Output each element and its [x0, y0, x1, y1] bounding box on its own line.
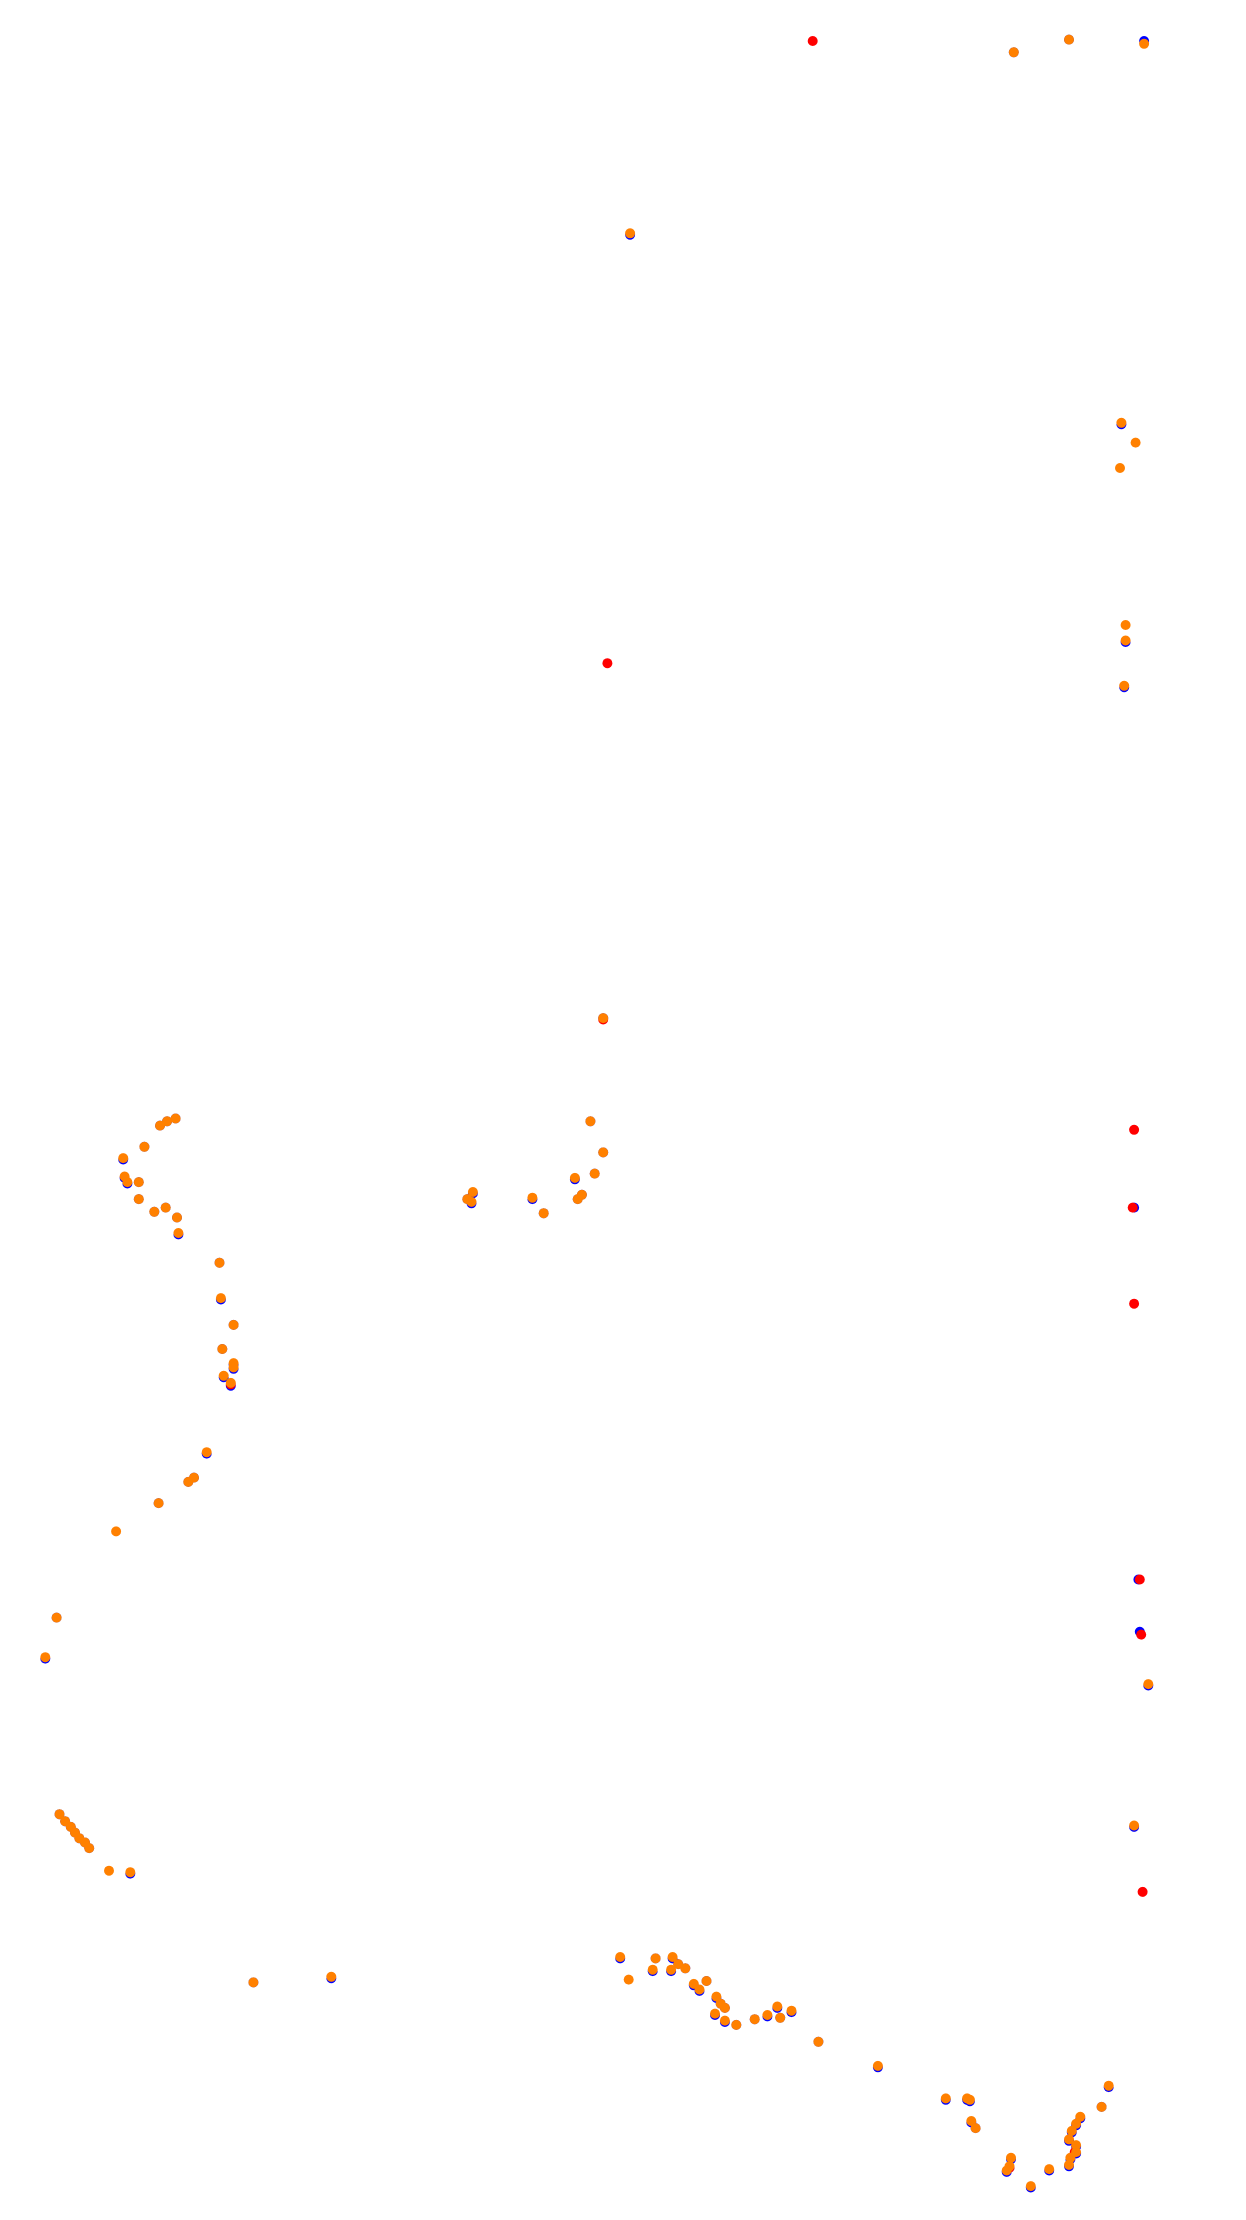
data-point — [775, 2012, 786, 2023]
data-point — [1120, 635, 1131, 646]
data-point — [1071, 2147, 1082, 2158]
data-point — [40, 1652, 51, 1663]
series-0 — [40, 34, 1154, 2193]
data-point — [54, 1809, 65, 1820]
data-point — [467, 1187, 478, 1197]
data-point — [701, 1976, 712, 1986]
data-point — [527, 1192, 538, 1203]
data-point — [217, 1344, 228, 1354]
data-point — [647, 1964, 658, 1975]
data-point — [731, 2019, 742, 2030]
series-1 — [225, 36, 1148, 2173]
data-point — [162, 1116, 173, 1127]
data-point — [964, 2094, 975, 2105]
data-point — [569, 1172, 580, 1183]
data-point — [173, 1228, 184, 1238]
data-point — [51, 1612, 62, 1623]
data-point — [466, 1196, 477, 1207]
data-point — [589, 1168, 600, 1179]
data-point — [813, 2036, 824, 2047]
data-point — [326, 1971, 337, 1982]
data-point — [1064, 2134, 1074, 2145]
data-point — [1075, 2111, 1086, 2122]
data-point — [122, 1177, 133, 1188]
data-point — [1130, 437, 1141, 448]
data-point — [104, 1865, 114, 1876]
data-point — [170, 1113, 181, 1124]
data-point — [940, 2093, 951, 2104]
data-point — [248, 1977, 259, 1988]
data-point — [667, 1952, 678, 1962]
data-point — [970, 2123, 981, 2134]
data-point — [225, 1377, 236, 1388]
data-point — [1116, 417, 1127, 428]
data-point — [585, 1116, 596, 1127]
data-point — [201, 1447, 212, 1458]
data-point — [133, 1194, 144, 1205]
data-point — [762, 2010, 773, 2020]
data-point — [172, 1212, 182, 1223]
series-2 — [40, 34, 1154, 2192]
data-point — [576, 1189, 587, 1200]
data-point — [1006, 2152, 1016, 2163]
data-point — [1137, 1886, 1148, 1897]
data-point — [719, 2002, 730, 2013]
data-point — [1025, 2181, 1036, 2192]
data-point — [807, 36, 818, 46]
data-point — [228, 1362, 239, 1373]
data-point — [749, 2014, 760, 2025]
data-point — [1134, 1574, 1145, 1585]
data-point — [772, 2001, 783, 2012]
data-point — [872, 2060, 883, 2071]
data-point — [625, 228, 636, 239]
data-point — [694, 1984, 705, 1995]
data-point — [1143, 1679, 1154, 1690]
data-point — [1119, 680, 1130, 691]
data-point — [1001, 2165, 1012, 2176]
data-point — [149, 1206, 160, 1217]
data-point — [1129, 1124, 1140, 1135]
data-point — [153, 1498, 164, 1509]
data-point — [214, 1257, 225, 1268]
data-point — [1127, 1202, 1138, 1213]
data-point — [1129, 1820, 1140, 1831]
data-point — [1129, 1298, 1140, 1309]
data-point — [215, 1293, 226, 1304]
data-point — [1064, 34, 1074, 45]
data-point — [786, 2005, 797, 2016]
data-point — [602, 658, 613, 669]
data-point — [598, 1147, 609, 1158]
data-point — [1071, 2140, 1082, 2151]
data-point — [139, 1141, 150, 1152]
data-point — [218, 1370, 229, 1381]
data-point — [111, 1526, 122, 1537]
data-point — [125, 1867, 136, 1878]
data-point — [1096, 2101, 1107, 2112]
data-point — [650, 1953, 661, 1964]
data-point — [598, 1013, 609, 1024]
data-point — [1120, 620, 1131, 630]
data-point — [228, 1319, 239, 1330]
data-point — [719, 2015, 730, 2026]
data-point — [160, 1202, 171, 1213]
data-point — [623, 1974, 634, 1985]
data-point — [183, 1476, 194, 1487]
data-point — [1136, 1629, 1147, 1640]
data-point — [538, 1208, 549, 1219]
data-point — [1044, 2164, 1055, 2175]
plot-marks — [40, 34, 1154, 2193]
data-point — [1103, 2080, 1114, 2091]
data-point — [710, 2008, 720, 2019]
data-point — [84, 1843, 95, 1854]
data-point — [680, 1963, 691, 1974]
data-point — [118, 1153, 129, 1164]
data-point — [1139, 38, 1150, 49]
data-point — [1115, 463, 1125, 473]
data-point — [615, 1952, 626, 1962]
data-point — [1008, 47, 1019, 58]
data-point — [666, 1964, 677, 1975]
data-point — [133, 1177, 144, 1188]
